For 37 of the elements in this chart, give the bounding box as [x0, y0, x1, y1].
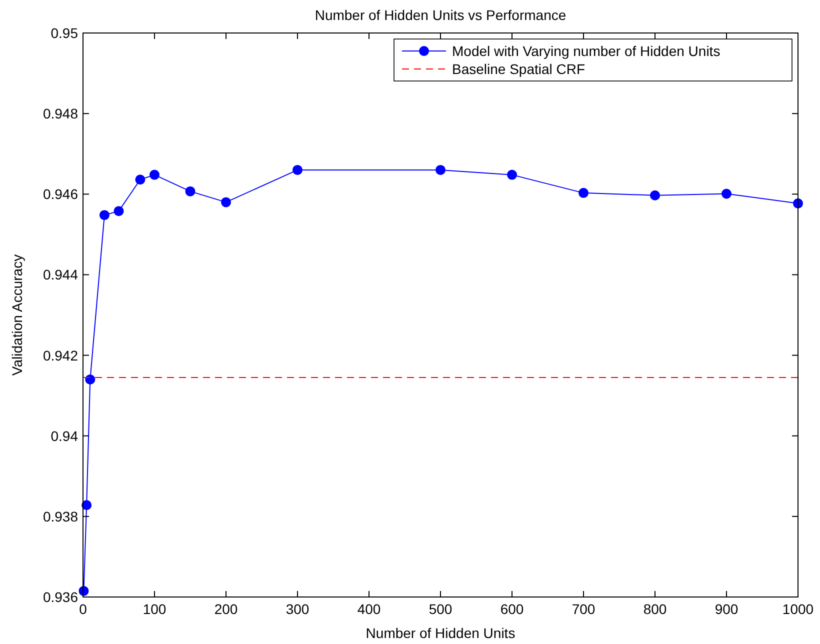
point	[507, 170, 517, 180]
x-tick-label: 800	[643, 601, 667, 617]
x-tick-label: 400	[357, 601, 381, 617]
y-tick-label: 0.938	[42, 508, 78, 524]
y-tick-label: 0.946	[42, 186, 78, 202]
point	[292, 164, 302, 175]
x-tick-label: 900	[714, 601, 738, 617]
y-tick-label: 0.948	[42, 106, 78, 122]
y-tick-label: 0.944	[42, 266, 78, 283]
point	[650, 190, 660, 200]
y-tick-label: 0.942	[42, 347, 78, 364]
x-tick-label: 200	[214, 601, 238, 617]
x-tick-label: 300	[286, 601, 310, 617]
x-tick-label: 1000	[782, 601, 814, 617]
y-tick-label: 0.936	[42, 589, 78, 605]
point	[99, 210, 110, 220]
point	[221, 197, 231, 208]
point	[185, 186, 196, 196]
legend-label: Baseline Spatial CRF	[452, 61, 586, 77]
x-tick-label: 0	[79, 601, 88, 617]
point	[150, 170, 160, 180]
x-tick-label: 700	[572, 601, 596, 617]
y-tick-label: 0.95	[50, 25, 78, 41]
x-tick-label: 500	[428, 601, 452, 617]
chart-title: Number of Hidden Units vs Performance	[314, 7, 566, 23]
legend-label: Model with Varying number of Hidden Units	[452, 43, 720, 59]
point	[85, 374, 96, 384]
point	[114, 206, 124, 216]
point	[722, 188, 732, 199]
y-axis-title: Validation Accuracy	[9, 254, 25, 376]
point	[135, 174, 146, 185]
x-tick-label: 600	[500, 601, 524, 617]
point	[578, 188, 588, 198]
x-tick-label: 100	[142, 601, 166, 617]
y-tick-label: 0.94	[50, 428, 78, 444]
x-axis-title: Number of Hidden Units	[366, 625, 516, 641]
point	[436, 164, 446, 175]
